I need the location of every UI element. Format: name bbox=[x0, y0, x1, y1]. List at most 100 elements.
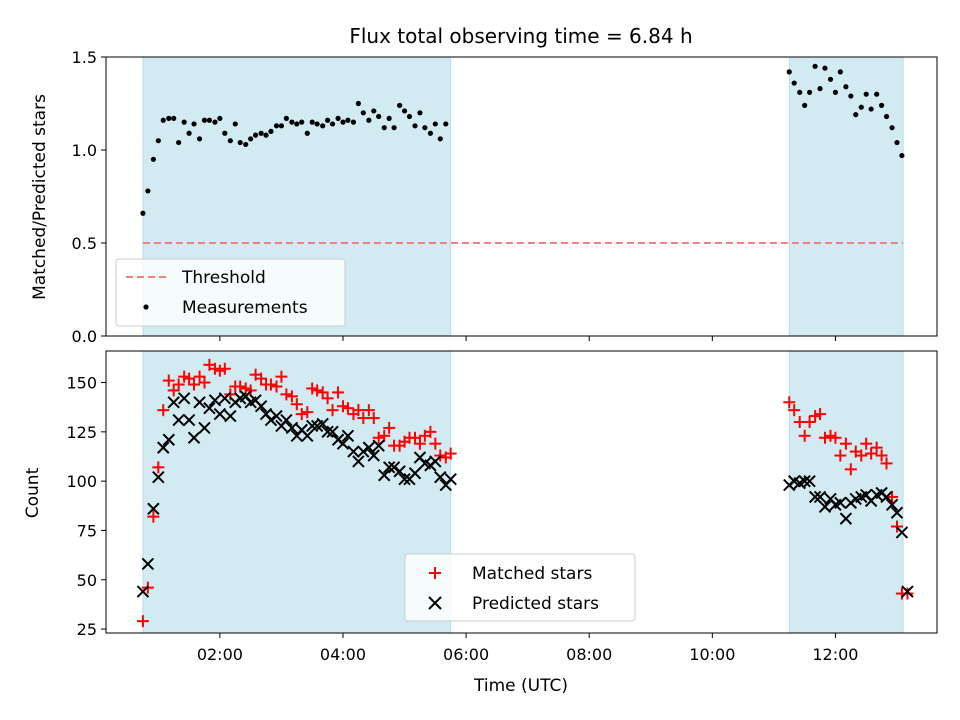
measurement-point bbox=[376, 113, 382, 120]
predicted-star-point bbox=[218, 392, 232, 405]
measurement-point bbox=[406, 113, 413, 120]
predicted-star-point bbox=[398, 472, 411, 486]
matched-star-point bbox=[352, 404, 365, 417]
matched-legend-swatch bbox=[429, 567, 441, 579]
predicted-star-point bbox=[264, 413, 278, 427]
measurement-point bbox=[437, 136, 443, 142]
predicted-star-point bbox=[798, 474, 811, 488]
measurement-point bbox=[837, 69, 843, 75]
predicted-legend-label: Predicted stars bbox=[472, 594, 599, 614]
measurement-point bbox=[206, 117, 213, 123]
measurement-point bbox=[827, 76, 834, 82]
bottom-y-ticks: 25 50 75 100 125 150 bbox=[66, 374, 106, 639]
x-tick-label: 06:00 bbox=[443, 645, 489, 664]
measurement-point bbox=[171, 115, 177, 121]
matched-star-point bbox=[188, 378, 201, 391]
matched-star-point bbox=[264, 378, 277, 391]
top-legend: Threshold Measurements bbox=[115, 258, 346, 327]
measurement-point bbox=[848, 93, 854, 99]
measurement-point bbox=[237, 139, 243, 146]
matched-star-point bbox=[413, 437, 426, 450]
predicted-star-point bbox=[208, 394, 222, 407]
x-tick-label: 02:00 bbox=[197, 645, 243, 664]
predicted-star-point bbox=[326, 425, 339, 439]
bottom-x-ticks: 02:00 04:00 06:00 08:00 10:00 12:00 bbox=[197, 633, 858, 664]
matched-star-point bbox=[855, 449, 868, 462]
predicted-star-point bbox=[152, 471, 165, 484]
predicted-star-point bbox=[429, 455, 442, 468]
matched-star-point bbox=[788, 404, 801, 417]
matched-star-point bbox=[280, 388, 293, 401]
matched-star-point bbox=[275, 370, 288, 383]
matched-star-point bbox=[814, 408, 827, 421]
matched-star-point bbox=[870, 441, 883, 454]
measurement-point bbox=[822, 65, 828, 71]
measurement-point bbox=[366, 117, 372, 123]
measurement-point bbox=[335, 115, 341, 121]
measurement-point bbox=[263, 132, 269, 138]
measurement-point bbox=[868, 106, 874, 112]
matched-star-point bbox=[147, 510, 160, 523]
predicted-star-point bbox=[198, 421, 211, 435]
predicted-star-point bbox=[301, 429, 314, 443]
measurement-point bbox=[432, 121, 438, 127]
top-x-ticks bbox=[219, 336, 836, 341]
y-tick-label: 150 bbox=[66, 374, 97, 393]
predicted-star-point bbox=[280, 413, 293, 427]
measurement-point bbox=[243, 141, 249, 148]
predicted-star-point bbox=[393, 465, 406, 478]
measurement-point bbox=[360, 110, 366, 116]
predicted-star-point bbox=[808, 490, 822, 504]
measurement-point bbox=[273, 123, 280, 129]
predicted-star-point bbox=[818, 500, 832, 513]
measurement-point bbox=[806, 89, 813, 95]
matched-star-point bbox=[152, 461, 165, 474]
measurement-point bbox=[176, 139, 182, 146]
measurement-point bbox=[222, 130, 228, 136]
matched-star-point bbox=[829, 431, 842, 444]
y-tick-label: 1.5 bbox=[72, 48, 97, 67]
measurement-point bbox=[889, 125, 895, 131]
measurement-point bbox=[812, 63, 818, 69]
predicted-star-point bbox=[803, 474, 816, 488]
measurement-point bbox=[817, 86, 823, 92]
bottom-plot-frame bbox=[105, 350, 938, 634]
matched-legend-label: Matched stars bbox=[472, 564, 592, 584]
measurement-point bbox=[786, 69, 792, 75]
measurement-point bbox=[355, 100, 361, 107]
x-tick-label: 04:00 bbox=[320, 645, 366, 664]
measurement-point bbox=[289, 119, 295, 125]
measurement-point bbox=[427, 130, 433, 136]
x-axis-label: Time (UTC) bbox=[473, 676, 568, 696]
x-tick-label: 08:00 bbox=[566, 645, 612, 664]
predicted-star-point bbox=[167, 396, 180, 409]
x-tick-label: 12:00 bbox=[812, 645, 858, 664]
matched-star-point bbox=[362, 404, 375, 417]
matched-star-point bbox=[162, 374, 175, 387]
top-y-ticks: 0.0 0.5 1.0 1.5 bbox=[72, 48, 106, 346]
matched-star-point bbox=[332, 386, 345, 399]
measurement-point bbox=[283, 115, 289, 121]
matched-star-point bbox=[444, 447, 457, 460]
matched-star-point bbox=[301, 406, 314, 419]
threshold-legend-label: Threshold bbox=[181, 268, 266, 288]
matched-star-point bbox=[875, 449, 888, 462]
predicted-star-point bbox=[177, 392, 191, 405]
y-tick-label: 125 bbox=[66, 423, 97, 442]
measurement-point bbox=[258, 130, 264, 136]
measurement-point bbox=[899, 152, 905, 159]
matched-star-point bbox=[326, 404, 339, 417]
matched-star-point bbox=[880, 457, 893, 470]
matched-star-point bbox=[818, 431, 831, 444]
x-tick-label: 10:00 bbox=[689, 645, 735, 664]
measurement-point bbox=[894, 139, 900, 146]
measurement-point bbox=[397, 102, 403, 108]
measurement-point bbox=[371, 108, 377, 114]
measurement-point bbox=[340, 119, 346, 125]
predicted-star-point bbox=[834, 496, 847, 510]
predicted-star-point bbox=[890, 506, 904, 519]
predicted-star-point bbox=[270, 409, 283, 423]
measurements-legend-label: Measurements bbox=[182, 298, 308, 318]
matched-star-point bbox=[865, 447, 878, 460]
